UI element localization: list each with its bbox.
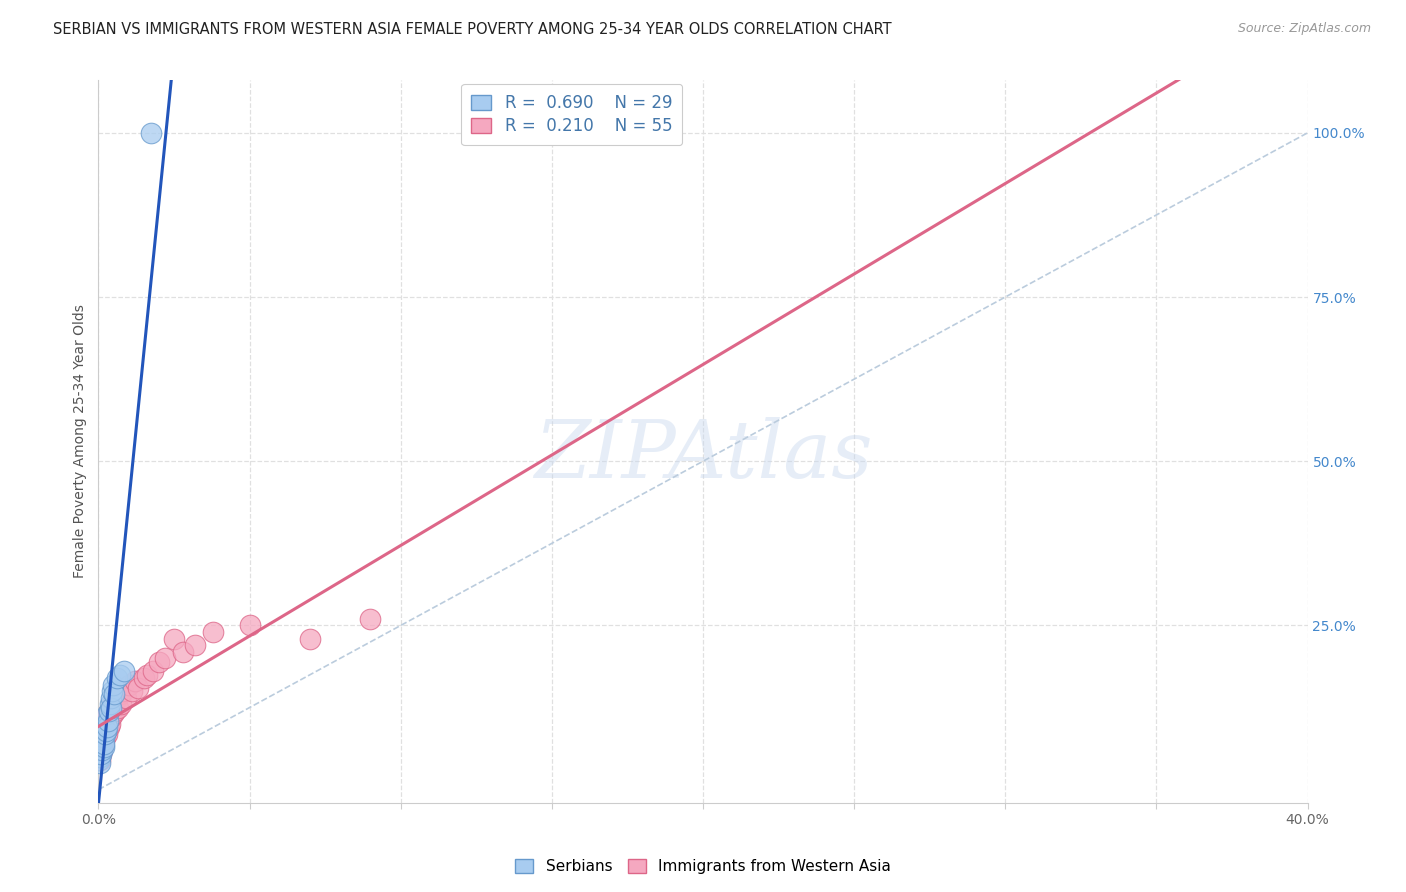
Point [96,720,118,734]
Point [108,687,131,701]
Point [202,625,225,640]
Point [91,723,114,738]
Point [89,749,111,764]
Point [114,690,136,705]
Point [91,727,114,741]
Point [91,743,114,757]
Point [91,743,114,757]
Point [101,698,124,712]
Point [93,717,115,731]
Point [148,655,170,669]
Point [90,743,112,757]
Point [142,665,165,679]
Point [299,632,322,646]
Point [100,700,122,714]
Point [87,743,110,757]
Point [93,733,115,747]
Point [94,717,117,731]
Point [89,739,111,754]
Point [96,707,118,722]
Legend: Serbians, Immigrants from Western Asia: Serbians, Immigrants from Western Asia [508,852,898,882]
Point [104,704,127,718]
Point [94,727,117,741]
Point [91,730,114,744]
Text: SERBIAN VS IMMIGRANTS FROM WESTERN ASIA FEMALE POVERTY AMONG 25-34 YEAR OLDS COR: SERBIAN VS IMMIGRANTS FROM WESTERN ASIA … [53,22,891,37]
Point [89,737,111,751]
Point [111,684,134,698]
Point [90,733,112,747]
Point [112,665,135,679]
Point [87,743,110,757]
Point [91,737,114,751]
Point [105,690,128,705]
Point [89,739,111,754]
Text: ZIPAtlas: ZIPAtlas [534,417,872,495]
Point [110,698,132,712]
Point [90,737,112,751]
Point [100,700,122,714]
Point [98,704,121,718]
Point [93,739,115,754]
Point [163,632,186,646]
Point [103,694,125,708]
Text: Source: ZipAtlas.com: Source: ZipAtlas.com [1237,22,1371,36]
Point [127,681,149,695]
Point [97,720,120,734]
Point [93,737,115,751]
Point [93,720,115,734]
Point [89,749,111,764]
Point [98,717,121,731]
Point [360,612,382,626]
Point [239,618,262,632]
Point [89,753,111,767]
Y-axis label: Female Poverty Among 25-34 Year Olds: Female Poverty Among 25-34 Year Olds [73,304,87,579]
Point [87,747,110,761]
Point [97,707,120,722]
Point [184,638,207,652]
Point [89,753,111,767]
Point [103,687,125,701]
Point [118,677,141,691]
Point [94,710,117,724]
Point [101,707,124,722]
Point [100,690,122,705]
Point [105,671,128,685]
Point [141,126,163,140]
Point [90,739,112,754]
Point [121,684,143,698]
Point [100,710,122,724]
Point [107,700,129,714]
Point [96,723,118,738]
Point [108,667,131,681]
Point [91,733,114,747]
Point [98,704,121,718]
Point [96,727,118,741]
Point [101,684,124,698]
Point [94,730,117,744]
Point [153,651,176,665]
Point [96,723,118,738]
Point [89,756,111,771]
Point [90,747,112,761]
Point [135,667,157,681]
Point [97,714,120,728]
Point [124,674,146,689]
Point [172,645,194,659]
Point [132,671,155,685]
Point [96,714,118,728]
Point [90,747,112,761]
Point [98,698,121,712]
Point [91,730,114,744]
Point [101,677,124,691]
